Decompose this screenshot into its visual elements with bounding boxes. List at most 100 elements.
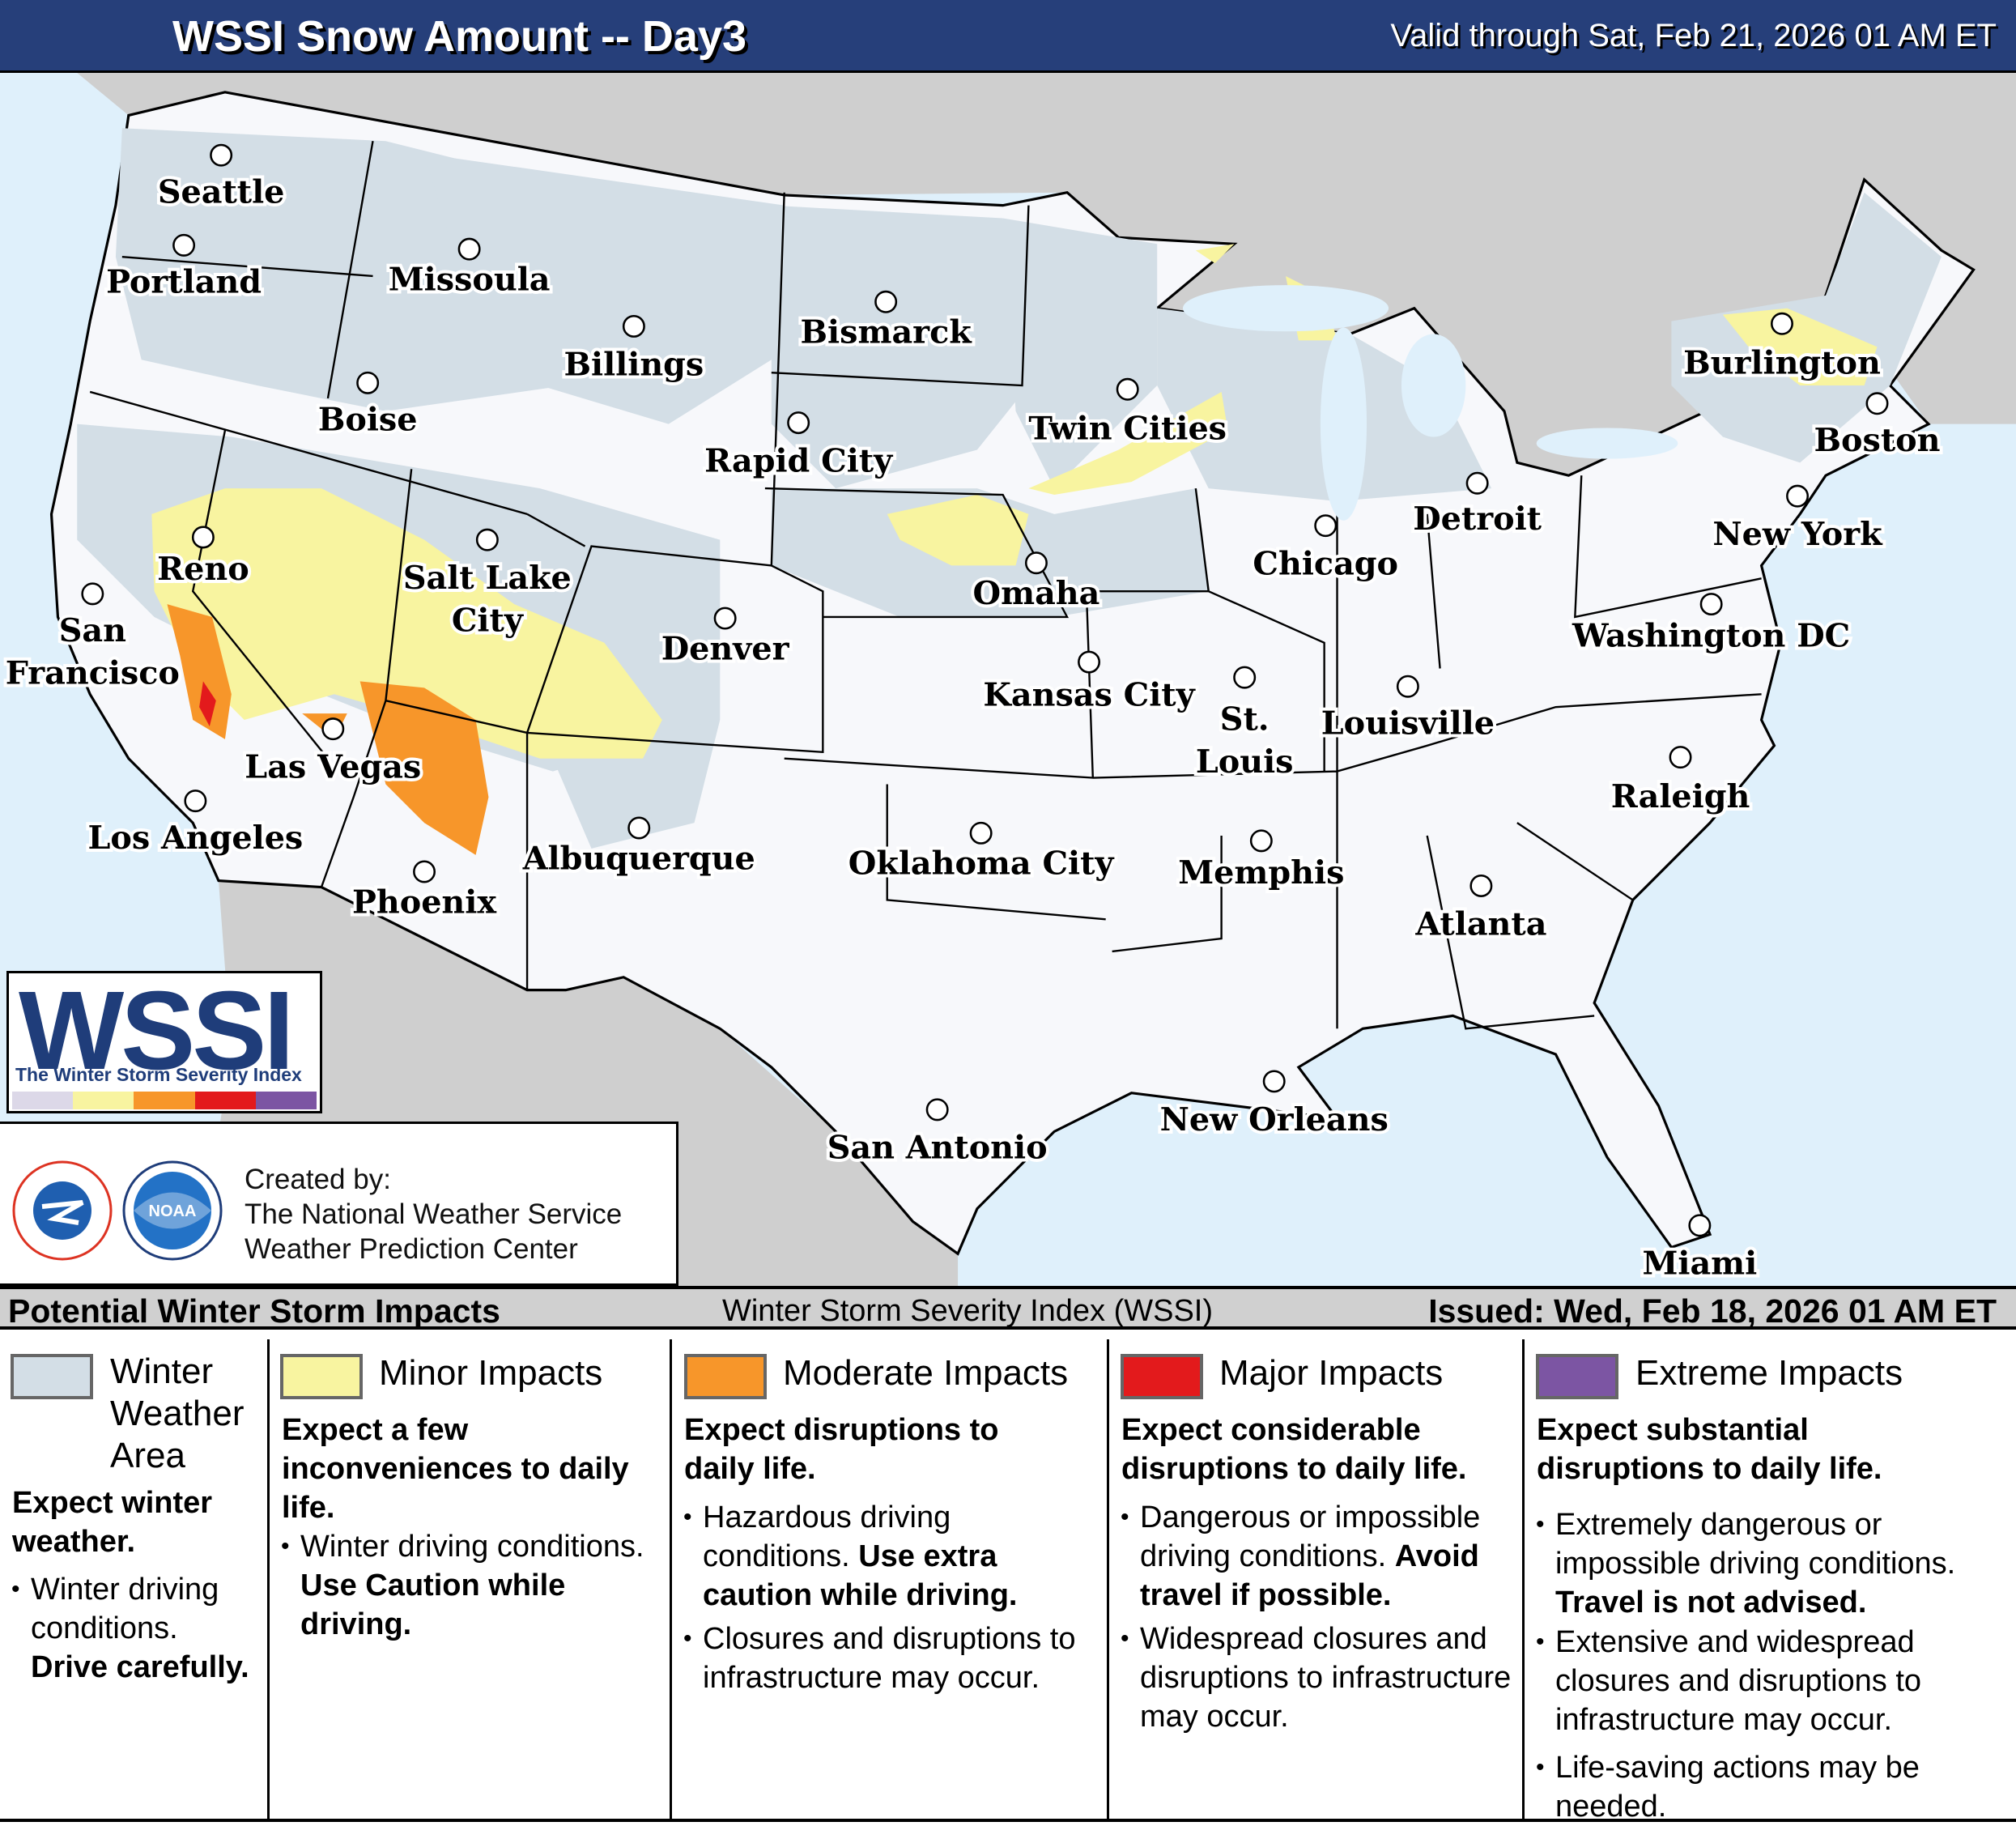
city-label: Twin Cities [1028,411,1227,448]
city-marker-icon [1669,746,1692,769]
city-label: St. [1220,701,1270,738]
city-oklahoma-city: Oklahoma City [845,821,1118,886]
city-label: Burlington [1683,345,1881,382]
city-label: Billings [564,346,704,383]
snow-impact-map: Seattle Portland Missoula Boise Billings Bism… [0,73,2016,1286]
impact-legend: Winter Weather Area Expect winter weather.… [0,1330,2016,1824]
city-label: Boston [1814,422,1940,459]
city-las-vegas: Las Vegas [241,717,424,789]
credit-text: Created by: The National Weather Service… [245,1162,622,1266]
city-kansas-city: Kansas City [980,650,1200,717]
city-omaha: Omaha [970,551,1103,615]
city-marker-icon [1865,392,1889,415]
color-swatch [194,1092,256,1109]
city-label: City [452,602,525,639]
legend-bullet: Hazardous driving conditions. Use extra … [683,1498,1083,1615]
wssi-color-bar [12,1092,317,1109]
color-swatch [73,1092,134,1109]
legend-bullet: Widespread closures and disruptions to i… [1121,1620,1525,1736]
legend-summary: Expect considerable disruptions to daily… [1121,1413,1467,1486]
city-marker-icon [1465,471,1489,495]
legend-bullet: Winter driving conditions. Use Caution w… [281,1527,673,1644]
legend-col-extreme: Extreme Impacts Expect substantial disru… [1522,1339,2016,1824]
legend-bullet: Closures and disruptions to infrastructu… [683,1620,1083,1697]
major-swatch [1121,1354,1203,1399]
legend-summary: Expect disruptions to daily life. [684,1413,999,1486]
city-marker-icon [1262,1070,1286,1093]
city-label: Albuquerque [522,840,755,877]
city-salt-lake-city: Salt Lake City [400,528,575,642]
city-marker-icon [172,233,196,257]
city-label: Raleigh [1611,778,1750,815]
legend-col-winter-weather: Winter Weather Area Expect winter weather.… [0,1339,267,1819]
wssi-logo-subtitle: The Winter Storm Severity Index [15,1064,302,1085]
legend-title: Extreme Impacts [1635,1353,1903,1393]
city-missoula: Missoula [385,237,553,301]
legend-bullet: Life-saving actions may be needed. [1536,1748,1976,1826]
city-marker-icon [1249,829,1273,853]
city-marker-icon [321,717,345,741]
legend-title: Moderate Impacts [783,1353,1069,1393]
city-label: Missoula [389,261,551,298]
city-los-angeles: Los Angeles [84,790,306,860]
city-bismarck: Bismarck [797,290,976,355]
city-marker-icon [1396,675,1419,698]
legend-col-moderate: Moderate Impacts Expect disruptions to d… [670,1339,1107,1819]
city-seattle: Seattle [155,143,287,214]
legend-bullet: Extremely dangerous or impossible drivin… [1536,1505,2016,1622]
city-miami: Miami [1639,1214,1760,1286]
legend-bullet: Extensive and widespread closures and di… [1536,1623,1976,1739]
credit-box: NOAA Created by: The National Weather Se… [0,1122,678,1286]
city-marker-icon [413,860,436,883]
city-marker-icon [787,411,810,435]
city-billings: Billings [561,314,707,386]
legend-title: Major Impacts [1219,1353,1444,1393]
city-atlanta: Atlanta [1411,874,1550,946]
city-marker-icon [622,314,645,338]
canada-land [77,73,2016,476]
wssi-logo: WSSI The Winter Storm Severity Index [6,968,322,1113]
color-swatch [255,1092,317,1109]
city-label: Los Angeles [87,819,303,857]
city-marker-icon [1771,312,1793,335]
city-label: Atlanta [1414,905,1546,943]
city-label: New York [1712,516,1883,553]
city-portland: Portland [103,233,265,304]
legend-summary: Expect a few inconveniences to daily lif… [282,1413,629,1525]
legend-heading: Potential Winter Storm Impacts [8,1292,500,1330]
city-label: Louisville [1321,705,1495,743]
city-marker-icon [1786,484,1810,508]
svg-text:NOAA: NOAA [149,1202,197,1220]
legend-title: Winter Weather Area [110,1351,245,1475]
city-marker-icon [81,582,104,606]
city-boise: Boise [315,371,420,442]
header-bar: WSSI Snow Amount -- Day3 Valid through S… [0,0,2016,73]
city-marker-icon [1078,650,1101,674]
legend-summary: Expect winter weather. [12,1486,213,1559]
credit-line: The National Weather Service [245,1198,623,1230]
city-label: San Antonio [827,1130,1048,1167]
wssi-logo-text: WSSI [19,968,295,1093]
city-label: Kansas City [983,677,1196,714]
city-memphis: Memphis [1175,829,1347,895]
city-label: Omaha [973,575,1100,612]
city-marker-icon [627,816,651,840]
city-marker-icon [925,1098,949,1122]
map-title: WSSI Snow Amount -- Day3 [172,12,747,61]
city-marker-icon [874,290,898,313]
city-marker-icon [356,371,380,394]
city-phoenix: Phoenix [349,860,500,924]
city-label: Washington DC [1572,617,1850,654]
legend-summary: Expect substantial disruptions to daily … [1537,1413,1882,1486]
city-label: Boise [318,402,418,439]
city-marker-icon [1699,593,1723,616]
issued-time: Issued: Wed, Feb 18, 2026 01 AM ET [1428,1292,1997,1330]
city-boston: Boston [1811,392,1943,462]
minor-swatch [280,1354,363,1399]
city-label: New Orleans [1160,1101,1389,1139]
city-denver: Denver [658,607,793,670]
city-san-antonio: San Antonio [824,1098,1051,1170]
great-lakes [1182,285,1678,521]
legend-header: Potential Winter Storm Impacts Winter St… [0,1286,2016,1330]
city-reno: Reno [154,526,253,591]
